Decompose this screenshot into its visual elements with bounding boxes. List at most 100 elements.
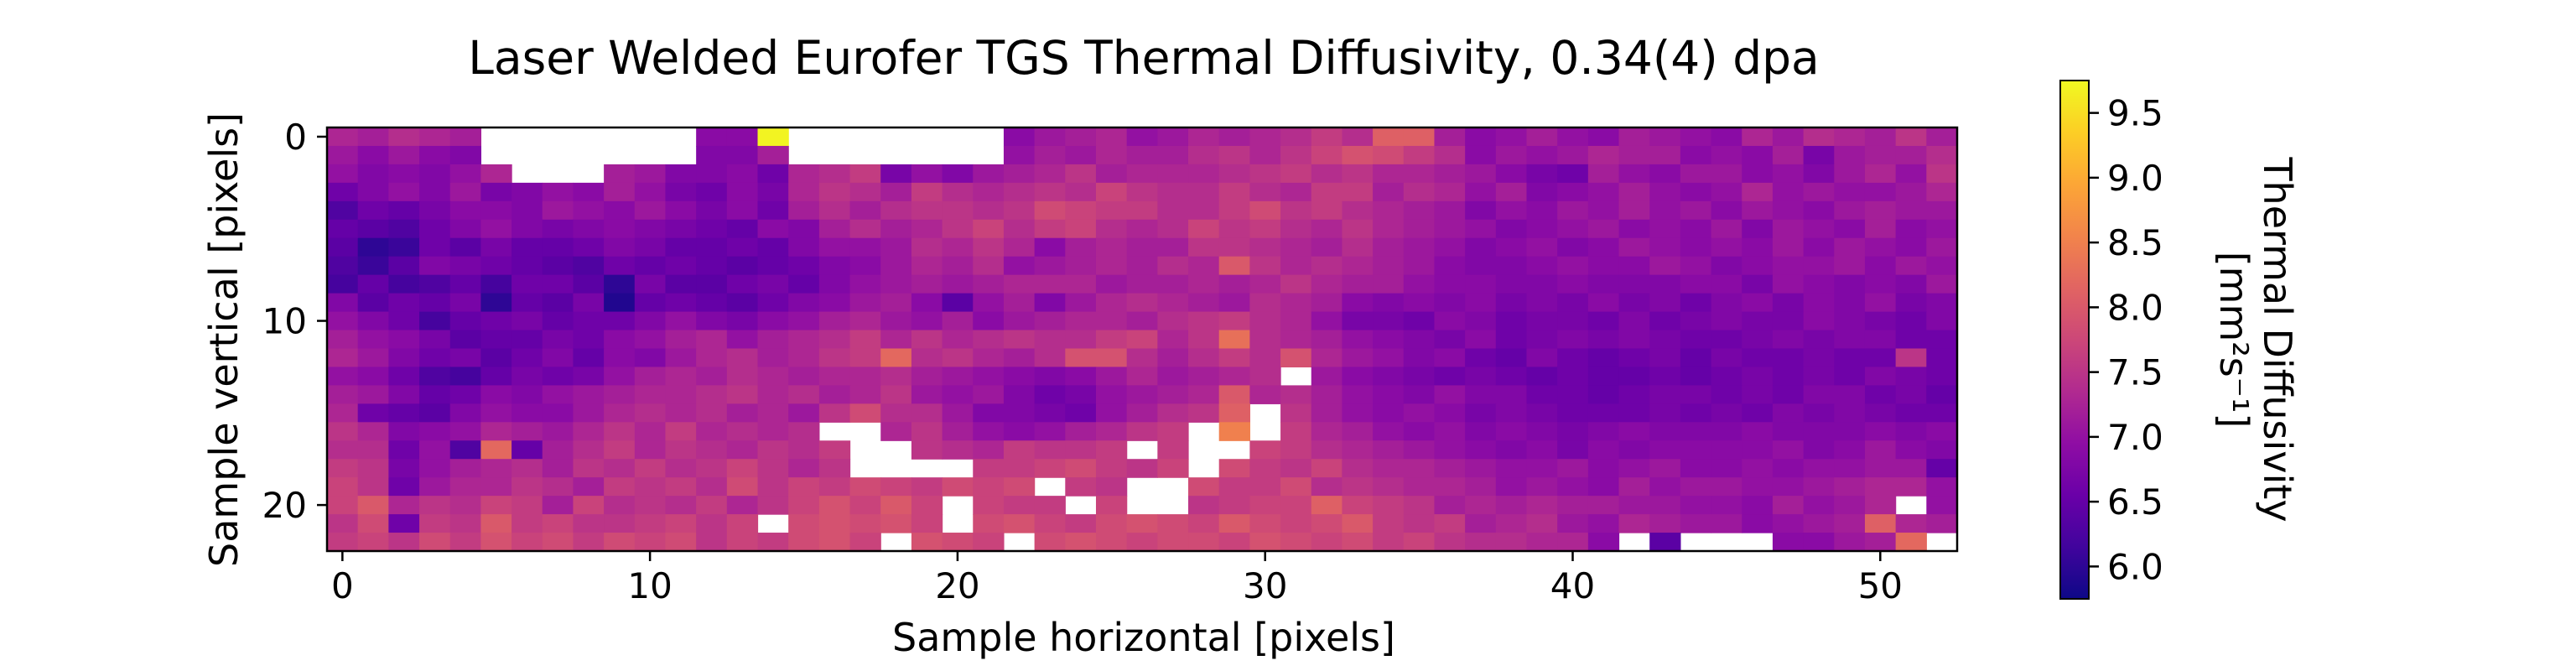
heatmap-cell <box>1342 219 1374 239</box>
heatmap-cell <box>1342 514 1374 533</box>
heatmap-cell <box>1373 403 1405 423</box>
heatmap-cell <box>604 311 636 331</box>
heatmap-cell <box>1311 514 1343 533</box>
heatmap-cell <box>1742 145 1774 165</box>
heatmap-cell <box>1218 145 1250 165</box>
heatmap-cell <box>1803 256 1835 276</box>
heatmap-cell <box>1711 219 1742 239</box>
heatmap-cell <box>665 514 697 533</box>
heatmap-cell <box>1495 422 1528 441</box>
heatmap-cell <box>1649 348 1681 368</box>
heatmap-cell <box>788 422 820 441</box>
heatmap-cell <box>1864 293 1897 313</box>
heatmap-cell <box>696 514 728 533</box>
heatmap-cell <box>1434 367 1466 386</box>
heatmap-cell <box>788 200 820 221</box>
heatmap-cell <box>1157 311 1189 331</box>
heatmap-cell <box>665 182 697 202</box>
heatmap-cell <box>573 219 605 239</box>
heatmap-cell <box>1188 219 1220 239</box>
heatmap-cell <box>726 514 759 533</box>
heatmap-cell <box>1095 182 1128 202</box>
heatmap-cell <box>973 459 1005 478</box>
heatmap-cell <box>1188 164 1220 184</box>
heatmap-cell <box>1095 164 1128 184</box>
heatmap-cell <box>1526 145 1558 165</box>
heatmap-cell <box>1587 330 1620 350</box>
heatmap-cell <box>1618 477 1650 497</box>
heatmap-cell <box>1342 145 1374 165</box>
heatmap-cell <box>388 219 420 239</box>
heatmap-cell <box>634 514 667 533</box>
heatmap-cell <box>1465 496 1497 515</box>
heatmap-cell <box>1003 274 1036 294</box>
heatmap-cell <box>849 182 881 202</box>
heatmap-cell <box>449 422 481 441</box>
heatmap-cell <box>1649 237 1681 257</box>
heatmap-cell <box>1926 496 1958 515</box>
x-axis: 0 10 20 30 40 50 <box>331 551 1903 606</box>
heatmap-cell <box>1403 403 1436 423</box>
heatmap-cell <box>1280 385 1312 404</box>
heatmap-cell <box>1403 440 1436 460</box>
heatmap-cell <box>449 477 481 497</box>
heatmap-cell <box>665 496 697 515</box>
heatmap-cell <box>357 182 389 202</box>
heatmap-cell <box>1095 145 1128 165</box>
heatmap-cell <box>542 274 574 294</box>
heatmap-cell <box>1003 403 1036 423</box>
heatmap-cell <box>665 385 697 404</box>
heatmap-cell <box>1249 514 1281 533</box>
heatmap-cell <box>1926 403 1958 423</box>
heatmap-cell <box>1434 385 1466 404</box>
heatmap-cell <box>1557 219 1589 239</box>
heatmap-cell <box>1495 145 1528 165</box>
heatmap-cell <box>1649 256 1681 276</box>
heatmap-cell <box>542 256 574 276</box>
heatmap-cell <box>1742 330 1774 350</box>
heatmap-cell <box>327 164 359 184</box>
heatmap-cell <box>1434 293 1466 313</box>
heatmap-cell <box>973 200 1005 221</box>
heatmap-cell <box>634 403 667 423</box>
heatmap-cell <box>1003 164 1036 184</box>
heatmap-cell <box>849 200 881 221</box>
heatmap-cell <box>1311 330 1343 350</box>
heatmap-cell <box>1649 311 1681 331</box>
heatmap-cell <box>1680 145 1712 165</box>
heatmap-cell <box>911 514 943 533</box>
heatmap-cell <box>419 367 451 386</box>
heatmap-cell <box>480 477 512 497</box>
heatmap-cell <box>880 496 912 515</box>
heatmap-cell <box>665 219 697 239</box>
heatmap-cell <box>1834 403 1866 423</box>
heatmap-cell <box>419 496 451 515</box>
heatmap-cell <box>634 367 667 386</box>
heatmap-cell <box>542 440 574 460</box>
heatmap-cell <box>1434 477 1466 497</box>
heatmap-cell <box>1495 237 1528 257</box>
heatmap-cell <box>1249 459 1281 478</box>
heatmap-cell <box>419 237 451 257</box>
heatmap-cell <box>1864 533 1897 552</box>
heatmap-cell <box>1095 256 1128 276</box>
heatmap-cell <box>1249 256 1281 276</box>
heatmap-cell <box>1280 422 1312 441</box>
heatmap-cell <box>1157 422 1189 441</box>
heatmap-cell <box>1157 440 1189 460</box>
heatmap-cell <box>1772 533 1805 552</box>
heatmap-cell <box>665 256 697 276</box>
heatmap-cell <box>1680 440 1712 460</box>
heatmap-cell <box>1280 514 1312 533</box>
heatmap-cell <box>1557 200 1589 221</box>
heatmap-cell <box>1280 330 1312 350</box>
heatmap-cell <box>1495 164 1528 184</box>
heatmap-cell <box>1895 311 1927 331</box>
heatmap-cell <box>1065 514 1097 533</box>
heatmap-cell <box>1711 477 1742 497</box>
heatmap-cell <box>1495 200 1528 221</box>
heatmap-cell <box>1465 182 1497 202</box>
heatmap-cell <box>1864 496 1897 515</box>
heatmap-cell <box>665 348 697 368</box>
heatmap-cell <box>1649 459 1681 478</box>
